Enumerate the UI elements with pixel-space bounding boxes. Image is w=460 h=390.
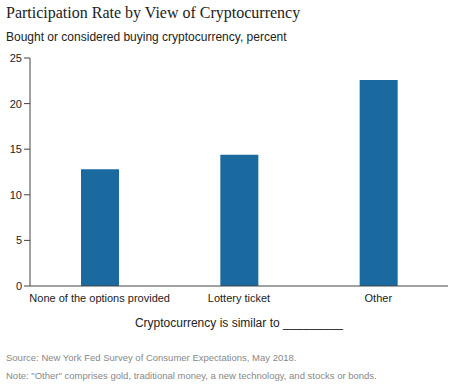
html-text:Cryptocurrency is similar to _: Cryptocurrency is similar to _________ [134, 316, 343, 330]
svg-text:0: 0 [16, 280, 22, 292]
svg-text:Other: Other [365, 292, 393, 304]
svg-text:25: 25 [10, 52, 22, 64]
svg-text:None of the options provided: None of the options provided [29, 292, 170, 304]
svg-text:5: 5 [16, 234, 22, 246]
svg-text:15: 15 [10, 143, 22, 155]
svg-text:10: 10 [10, 189, 22, 201]
html-text:Source: New York Fed Survey of: Source: New York Fed Survey of Consumer … [6, 352, 297, 363]
html-text:Participation Rate by View of: Participation Rate by View of Cryptocurr… [6, 4, 301, 21]
html-text:Bought or considered buying cr: Bought or considered buying cryptocurren… [6, 30, 287, 44]
html-text:Note: "Other" comprises gold,: Note: "Other" comprises gold, traditiona… [6, 370, 377, 381]
svg-text:20: 20 [10, 98, 22, 110]
svg-text:Lottery ticket: Lottery ticket [208, 292, 270, 304]
